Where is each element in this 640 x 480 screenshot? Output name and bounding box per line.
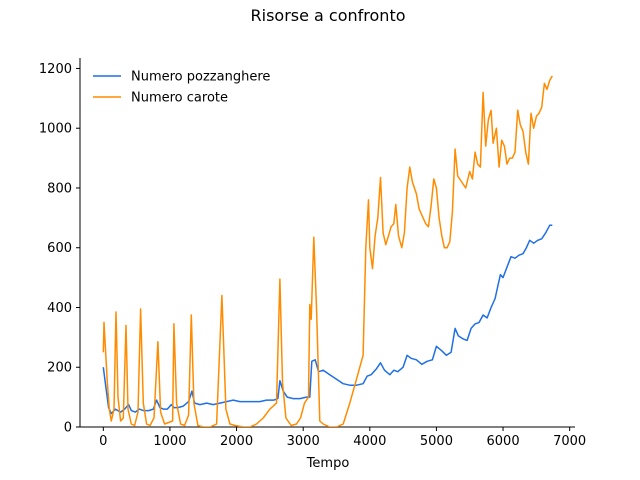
series-line-2 bbox=[102, 75, 553, 427]
series-line-1 bbox=[102, 224, 553, 415]
y-tick-label: 600 bbox=[47, 241, 72, 256]
chart-title: Risorse a confronto bbox=[251, 6, 406, 25]
legend-label-1: Numero pozzanghere bbox=[131, 70, 270, 85]
y-tick-label: 1000 bbox=[39, 122, 72, 137]
x-tick-label: 2000 bbox=[220, 434, 253, 449]
legend-label-2: Numero carote bbox=[131, 91, 228, 106]
y-tick-label: 400 bbox=[47, 301, 72, 316]
legend: Numero pozzanghere Numero carote bbox=[93, 70, 270, 106]
x-axis-label: Tempo bbox=[306, 456, 350, 471]
y-tick-label: 200 bbox=[47, 361, 72, 376]
x-tick-label: 4000 bbox=[353, 434, 386, 449]
axes: 0 1000 2000 3000 4000 5000 6000 7000 0 200 400 600 8… bbox=[39, 58, 586, 449]
y-tick-label: 1200 bbox=[39, 62, 72, 77]
x-tick-label: 1000 bbox=[153, 434, 186, 449]
x-tick-label: 7000 bbox=[553, 434, 586, 449]
x-tick-label: 0 bbox=[99, 434, 107, 449]
y-tick-label: 0 bbox=[64, 421, 72, 436]
x-tick-label: 3000 bbox=[287, 434, 320, 449]
plot-lines bbox=[102, 75, 553, 427]
y-tick-label: 800 bbox=[47, 181, 72, 196]
x-tick-label: 6000 bbox=[487, 434, 520, 449]
x-tick-label: 5000 bbox=[420, 434, 453, 449]
